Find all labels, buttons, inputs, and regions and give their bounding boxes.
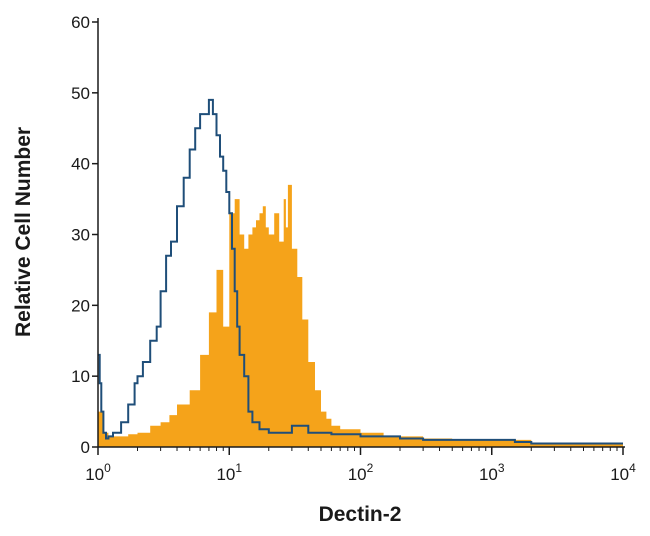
axes: 0 10 20 30 40 50 60 100 101 102 103 104	[71, 13, 636, 484]
y-tick-label: 40	[71, 155, 90, 174]
y-tick-label: 0	[81, 438, 90, 457]
y-tick-label: 60	[71, 13, 90, 32]
x-axis-title: Dectin-2	[319, 503, 402, 526]
y-tick-label: 30	[71, 226, 90, 245]
y-axis-title: Relative Cell Number	[12, 127, 35, 337]
series-outline-histogram	[98, 98, 623, 445]
plot-series	[98, 98, 623, 447]
x-tick-label: 101	[216, 461, 242, 484]
x-tick-label: 100	[85, 461, 111, 484]
y-tick-label: 10	[71, 367, 90, 386]
x-tick-label: 104	[610, 461, 636, 484]
y-tick-label: 50	[71, 84, 90, 103]
series-filled-histogram	[98, 184, 623, 447]
y-tick-label: 20	[71, 296, 90, 315]
x-tick-label: 102	[348, 461, 374, 484]
x-tick-label: 103	[479, 461, 505, 484]
